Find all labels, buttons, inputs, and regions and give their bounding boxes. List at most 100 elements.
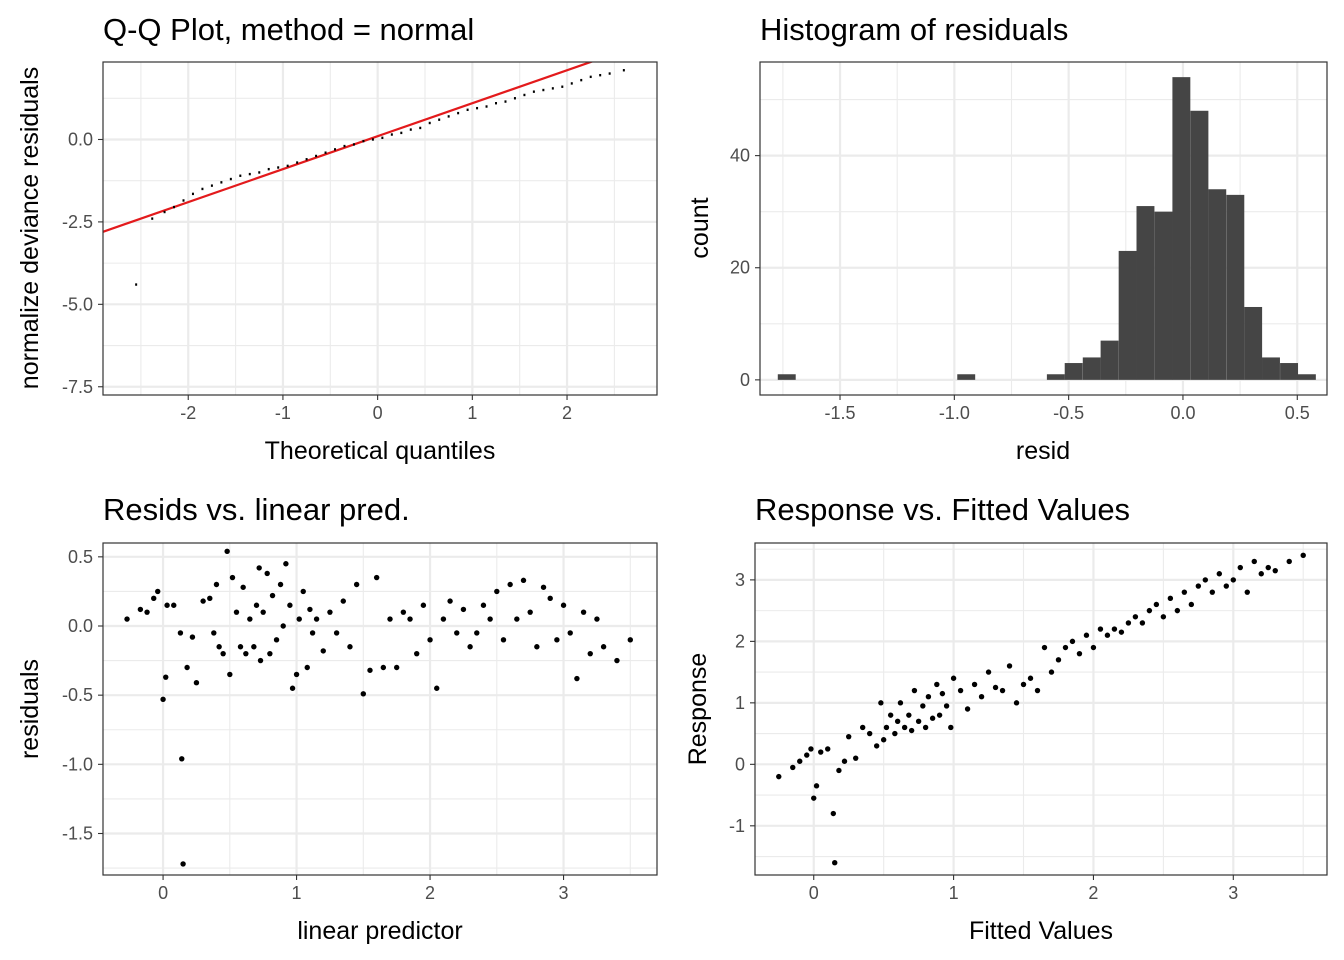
plot-area bbox=[102, 542, 658, 876]
data-point bbox=[992, 684, 999, 691]
data-point bbox=[300, 588, 306, 595]
data-point bbox=[476, 106, 479, 110]
data-point bbox=[1111, 626, 1118, 632]
data-point bbox=[307, 606, 313, 613]
y-tick-label: 40 bbox=[730, 146, 750, 166]
data-point bbox=[1258, 571, 1264, 577]
data-point bbox=[1237, 564, 1243, 571]
data-point bbox=[551, 87, 554, 90]
x-tick-label: 2 bbox=[1088, 883, 1098, 903]
data-point bbox=[289, 685, 296, 691]
data-point bbox=[177, 630, 184, 636]
data-point bbox=[137, 606, 144, 613]
data-point bbox=[589, 75, 592, 79]
data-point bbox=[155, 588, 161, 595]
data-point bbox=[313, 616, 320, 622]
y-tick-label: 0.0 bbox=[68, 616, 93, 636]
axes: 0 1 2 3 -1.5 -1.0 -0.5 0.0 0.5 bbox=[62, 547, 569, 903]
data-point bbox=[237, 644, 244, 650]
data-point bbox=[296, 616, 302, 622]
data-point bbox=[191, 192, 194, 196]
data-point bbox=[260, 609, 266, 615]
data-point bbox=[264, 570, 270, 577]
data-point bbox=[277, 581, 284, 588]
data-point bbox=[362, 139, 365, 143]
data-point bbox=[892, 730, 898, 737]
data-point bbox=[480, 602, 487, 608]
x-axis-title: Theoretical quantiles bbox=[265, 437, 496, 465]
histogram-bar bbox=[1118, 250, 1137, 380]
data-point bbox=[340, 598, 346, 604]
data-point bbox=[560, 602, 567, 608]
x-tick-label: 3 bbox=[559, 883, 569, 903]
histogram-bar bbox=[1190, 110, 1209, 380]
data-point bbox=[1160, 614, 1167, 620]
qq-reference-line bbox=[103, 62, 595, 233]
x-tick-label: 1 bbox=[467, 403, 477, 423]
data-point bbox=[353, 581, 360, 588]
data-point bbox=[400, 131, 403, 135]
data-point bbox=[367, 667, 373, 673]
data-point bbox=[227, 671, 233, 678]
data-point bbox=[428, 121, 431, 125]
data-point bbox=[211, 630, 217, 636]
data-point bbox=[776, 773, 782, 780]
data-point bbox=[1223, 583, 1230, 589]
data-point bbox=[513, 97, 516, 100]
data-point bbox=[922, 724, 929, 731]
x-tick-label: 0 bbox=[373, 403, 383, 423]
chart-title: Response vs. Fitted Values bbox=[755, 492, 1130, 527]
plot-layer: 0 1 2 3 -1 0 1 2 3 bbox=[729, 543, 1327, 903]
data-point bbox=[1076, 650, 1083, 657]
plot-area bbox=[754, 542, 1328, 876]
data-point bbox=[887, 712, 894, 718]
data-point bbox=[256, 565, 262, 571]
data-point bbox=[347, 644, 353, 650]
data-point bbox=[627, 637, 634, 643]
data-point bbox=[495, 102, 498, 105]
data-point bbox=[1195, 583, 1202, 589]
data-point bbox=[151, 217, 154, 220]
data-point bbox=[894, 718, 901, 724]
data-point bbox=[567, 630, 573, 636]
y-axis-title: Response bbox=[684, 653, 712, 766]
data-point bbox=[193, 680, 200, 686]
data-point bbox=[293, 671, 300, 678]
histogram-bar bbox=[1262, 357, 1280, 380]
data-point bbox=[135, 283, 138, 286]
data-point bbox=[523, 93, 526, 97]
x-axis-title: Fitted Values bbox=[969, 917, 1113, 945]
data-point bbox=[305, 158, 308, 161]
data-point bbox=[507, 581, 513, 588]
y-tick-label: -7.5 bbox=[62, 377, 93, 397]
data-point bbox=[534, 644, 540, 650]
data-point bbox=[286, 164, 289, 168]
plot-layer: -1.5 -1.0 -0.5 0.0 0.5 0 20 40 bbox=[730, 62, 1327, 423]
y-tick-label: -1.0 bbox=[62, 754, 93, 774]
data-point bbox=[1174, 607, 1181, 614]
data-point bbox=[387, 616, 393, 622]
data-point bbox=[971, 681, 978, 688]
data-point bbox=[600, 644, 607, 650]
data-point bbox=[520, 577, 527, 584]
data-point bbox=[841, 758, 848, 764]
data-point bbox=[836, 767, 842, 774]
x-tick-label: 2 bbox=[425, 883, 435, 903]
data-point bbox=[460, 606, 467, 613]
x-tick-label: -2 bbox=[180, 403, 196, 423]
data-point bbox=[273, 637, 280, 643]
y-tick-label: 0 bbox=[735, 754, 745, 774]
data-point bbox=[333, 630, 340, 636]
data-point bbox=[144, 609, 150, 615]
data-point bbox=[253, 602, 260, 608]
data-point bbox=[1034, 687, 1041, 694]
data-point bbox=[210, 184, 213, 187]
data-point bbox=[1048, 669, 1055, 675]
data-point bbox=[373, 574, 380, 581]
gridlines bbox=[755, 543, 1327, 875]
histogram-bar bbox=[957, 374, 976, 380]
panel-resids-vs-linear-pred: Resids vs. linear pred. 0 1 2 3 -1.5 -1.0 -0.5… bbox=[16, 492, 658, 945]
data-point bbox=[547, 595, 553, 602]
x-axis-title: resid bbox=[1016, 437, 1070, 465]
